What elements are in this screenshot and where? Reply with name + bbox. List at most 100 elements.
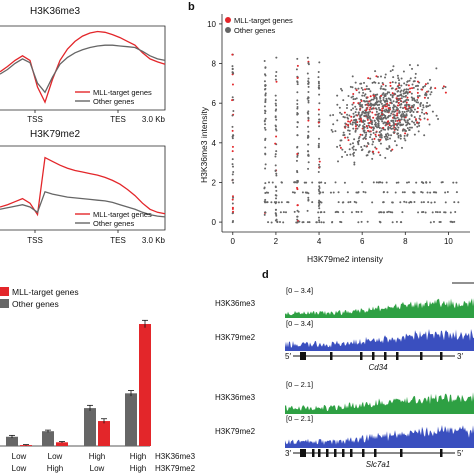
scatter-point — [398, 104, 401, 107]
scatter-point — [394, 114, 397, 117]
scatter-point — [425, 111, 428, 114]
scatter-point — [276, 220, 279, 223]
exon — [312, 449, 315, 457]
scatter-point — [274, 75, 277, 78]
scatter-point — [306, 72, 309, 75]
scatter-point — [394, 191, 397, 194]
scatter-point — [399, 90, 402, 93]
scatter-point — [406, 121, 409, 124]
scatter-point — [295, 159, 298, 162]
scatter-point — [390, 112, 393, 115]
scatter-point — [397, 98, 400, 101]
scatter-point — [372, 140, 375, 143]
scatter-point — [367, 124, 370, 127]
scatter-point — [392, 106, 395, 109]
scatter-point — [307, 199, 310, 202]
scatter-point — [414, 76, 417, 79]
scatter-point — [340, 221, 343, 224]
scatter-point — [293, 191, 296, 194]
scatter-point — [422, 106, 425, 109]
scatter-point — [347, 201, 350, 204]
scatter-point — [344, 136, 347, 139]
scatter-point — [377, 117, 380, 120]
scatter-point — [344, 151, 347, 154]
scatter-point — [352, 112, 355, 115]
scatter-point — [380, 109, 383, 112]
scatter-point — [392, 119, 395, 122]
scatter-point — [420, 191, 423, 194]
scatter-point — [432, 220, 435, 223]
scatter-point — [400, 84, 403, 87]
scatter-point — [413, 103, 416, 106]
exon — [326, 449, 329, 457]
scatter-point — [382, 211, 385, 214]
scatter-point — [400, 118, 403, 121]
scatter-point — [384, 133, 387, 136]
scatter-point — [420, 181, 423, 184]
scatter-point — [277, 201, 280, 204]
scatter-point — [318, 165, 321, 168]
scatter-point — [424, 83, 427, 86]
scatter-point — [396, 104, 399, 107]
scatter-point — [389, 93, 392, 96]
scatter-point — [413, 108, 416, 111]
exon — [440, 352, 443, 360]
scatter-point — [416, 107, 419, 110]
scatter-point — [396, 124, 399, 127]
scatter-point — [379, 136, 382, 139]
scatter-point — [296, 181, 299, 184]
scatter-point — [406, 181, 409, 184]
scatter-point — [352, 116, 355, 119]
scatter-point — [405, 129, 408, 132]
scatter-point — [373, 137, 376, 140]
scatter-point — [318, 219, 321, 222]
scatter-point — [354, 87, 357, 90]
scatter-point — [317, 80, 320, 83]
bar-category-h3k79me2: High — [130, 464, 146, 473]
bar-other — [42, 431, 54, 446]
scatter-point — [426, 191, 429, 194]
scatter-point — [402, 95, 405, 98]
track-cd34-h3k36me3 — [285, 298, 474, 318]
scatter-point — [397, 102, 400, 105]
scatter-point — [402, 70, 405, 73]
strand-right: 5′ — [457, 449, 463, 458]
scatter-point — [410, 96, 413, 99]
scatter-point — [433, 201, 436, 204]
scatter-point — [400, 97, 403, 100]
scatter-point — [416, 91, 419, 94]
scatter-point — [385, 147, 388, 150]
scatter-point — [413, 191, 416, 194]
scatter-point — [354, 129, 357, 132]
scatter-point — [384, 76, 387, 79]
scatter-point — [296, 153, 299, 156]
scatter-point — [306, 221, 309, 224]
scatter-point — [369, 90, 372, 93]
scatter-point — [307, 77, 310, 80]
scatter-point — [301, 191, 304, 194]
scatter-point — [354, 105, 357, 108]
scatter-point — [375, 181, 378, 184]
scatter-point — [406, 96, 409, 99]
tick-label-end: 3.0 Kb — [142, 115, 166, 124]
scatter-point — [270, 221, 273, 224]
scatter-point — [364, 93, 367, 96]
scatter-point — [365, 125, 368, 128]
scatter-point — [307, 143, 310, 146]
scatter-point — [409, 87, 412, 90]
scatter-point — [369, 118, 372, 121]
scatter-point — [232, 134, 235, 137]
scatter-point — [378, 220, 381, 223]
scatter-point — [296, 134, 299, 137]
legend-swatch-mll — [0, 287, 9, 296]
exon — [300, 449, 306, 457]
scatter-point — [404, 94, 407, 97]
scatter-point — [396, 95, 399, 98]
scatter-point — [349, 85, 352, 88]
scatter-point — [278, 220, 281, 223]
scatter-point — [444, 91, 447, 94]
scatter-point — [355, 118, 358, 121]
scatter-point — [385, 135, 388, 138]
tick-label-tes: TES — [110, 115, 126, 124]
